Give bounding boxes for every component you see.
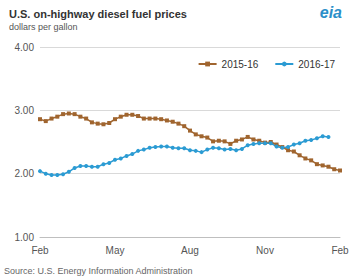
svg-text:Feb: Feb — [31, 245, 49, 256]
svg-text:Nov: Nov — [256, 245, 274, 256]
svg-text:Feb: Feb — [331, 245, 349, 256]
svg-text:U.S. on-highway diesel fuel pr: U.S. on-highway diesel fuel prices — [9, 8, 187, 20]
svg-text:2.00: 2.00 — [15, 168, 35, 179]
svg-text:May: May — [106, 245, 125, 256]
svg-text:2016-17: 2016-17 — [298, 59, 335, 70]
svg-text:eia: eia — [320, 4, 342, 21]
svg-text:Source: U.S. Energy Informatio: Source: U.S. Energy Information Administ… — [4, 266, 193, 276]
svg-text:dollars per gallon: dollars per gallon — [9, 22, 78, 32]
svg-text:Aug: Aug — [181, 245, 199, 256]
svg-text:4.00: 4.00 — [15, 42, 35, 53]
svg-text:3.00: 3.00 — [15, 105, 35, 116]
svg-text:1.00: 1.00 — [15, 232, 35, 243]
svg-text:2015-16: 2015-16 — [222, 59, 259, 70]
